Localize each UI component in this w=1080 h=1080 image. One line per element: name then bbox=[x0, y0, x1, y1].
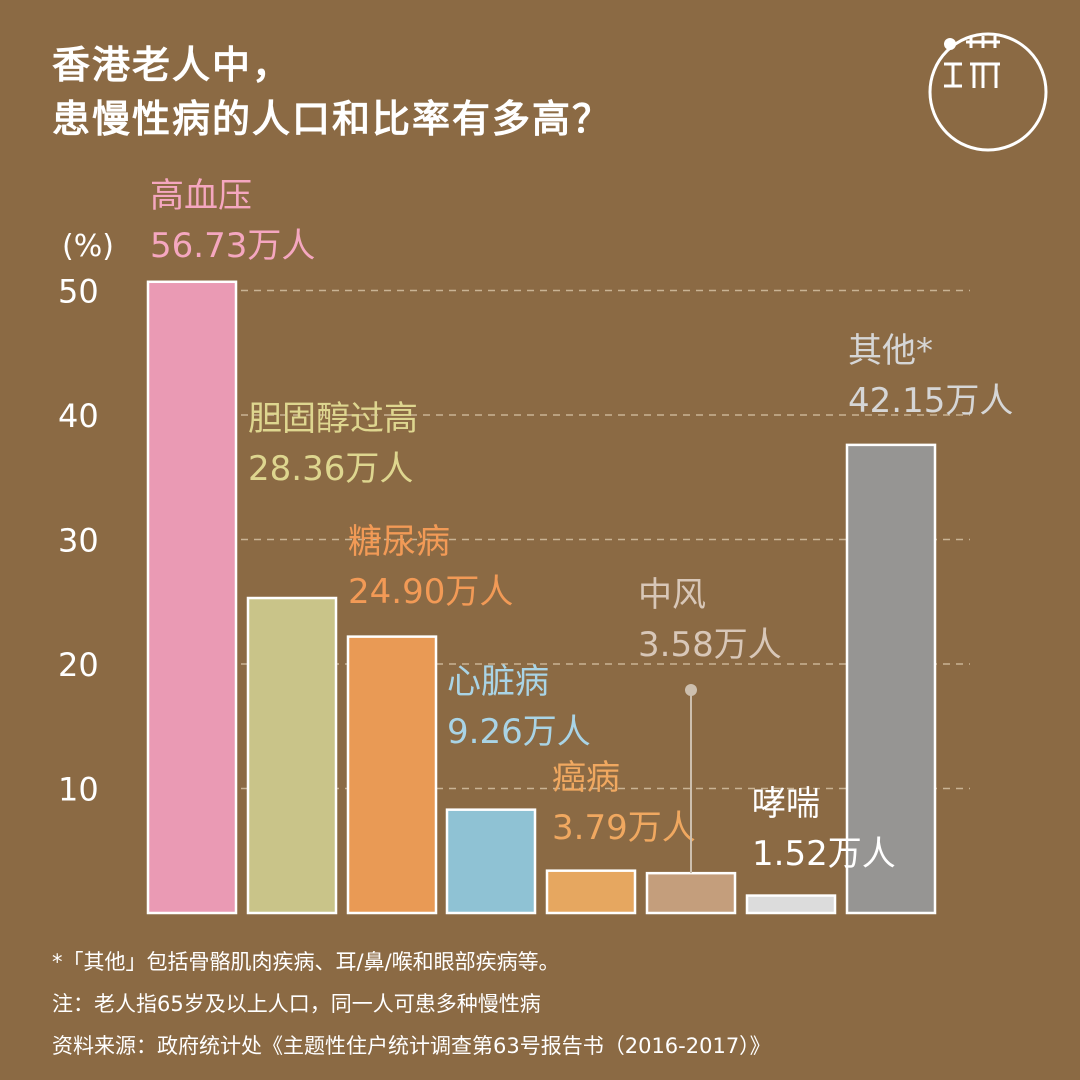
y-tick-label: 40 bbox=[58, 397, 99, 435]
y-tick-label: 30 bbox=[58, 522, 99, 560]
bar-population-label: 56.73万人 bbox=[150, 226, 315, 266]
bar bbox=[246, 596, 338, 915]
bar-population-label: 1.52万人 bbox=[752, 834, 896, 874]
bar bbox=[745, 894, 837, 915]
bar-category-label: 癌病 bbox=[552, 758, 620, 798]
y-tick-label: 50 bbox=[58, 273, 99, 311]
bar bbox=[545, 869, 637, 915]
footnote-note: 注：老人指65岁及以上人口，同一人可患多种慢性病 bbox=[52, 992, 541, 1016]
y-tick-label: 20 bbox=[58, 646, 99, 684]
footnote-other: *「其他」包括骨骼肌肉疾病、耳/鼻/喉和眼部疾病等。 bbox=[52, 950, 560, 974]
bar-category-label: 中风 bbox=[638, 575, 706, 615]
footnote-source: 资料来源：政府统计处《主题性住户统计调查第63号报告书（2016-2017）》 bbox=[52, 1034, 771, 1058]
bar-category-label: 其他* bbox=[848, 331, 933, 371]
bar-category-label: 高血压 bbox=[150, 176, 252, 216]
y-tick-label: 10 bbox=[58, 771, 99, 809]
chart-title-line-2: 患慢性病的人口和比率有多高？ bbox=[52, 97, 613, 141]
bar-population-label: 3.58万人 bbox=[638, 625, 782, 665]
bar bbox=[346, 635, 438, 915]
bar-population-label: 28.36万人 bbox=[248, 449, 413, 489]
bar bbox=[845, 443, 937, 915]
bar-category-label: 胆固醇过高 bbox=[248, 399, 418, 439]
bar-population-label: 9.26万人 bbox=[447, 712, 591, 752]
bar-population-label: 24.90万人 bbox=[348, 572, 513, 612]
bar-population-label: 42.15万人 bbox=[848, 381, 1013, 421]
bar bbox=[445, 808, 537, 915]
bar-category-label: 糖尿病 bbox=[348, 522, 450, 562]
y-axis-unit-label: (%) bbox=[62, 229, 114, 264]
bar bbox=[645, 871, 737, 915]
bar-category-label: 哮喘 bbox=[752, 784, 820, 824]
bar bbox=[146, 280, 238, 915]
bar-category-label: 心脏病 bbox=[447, 662, 549, 702]
label-leader-dot bbox=[685, 684, 697, 696]
bar-population-label: 3.79万人 bbox=[552, 808, 696, 848]
chart-title-line-1: 香港老人中， bbox=[52, 43, 293, 87]
